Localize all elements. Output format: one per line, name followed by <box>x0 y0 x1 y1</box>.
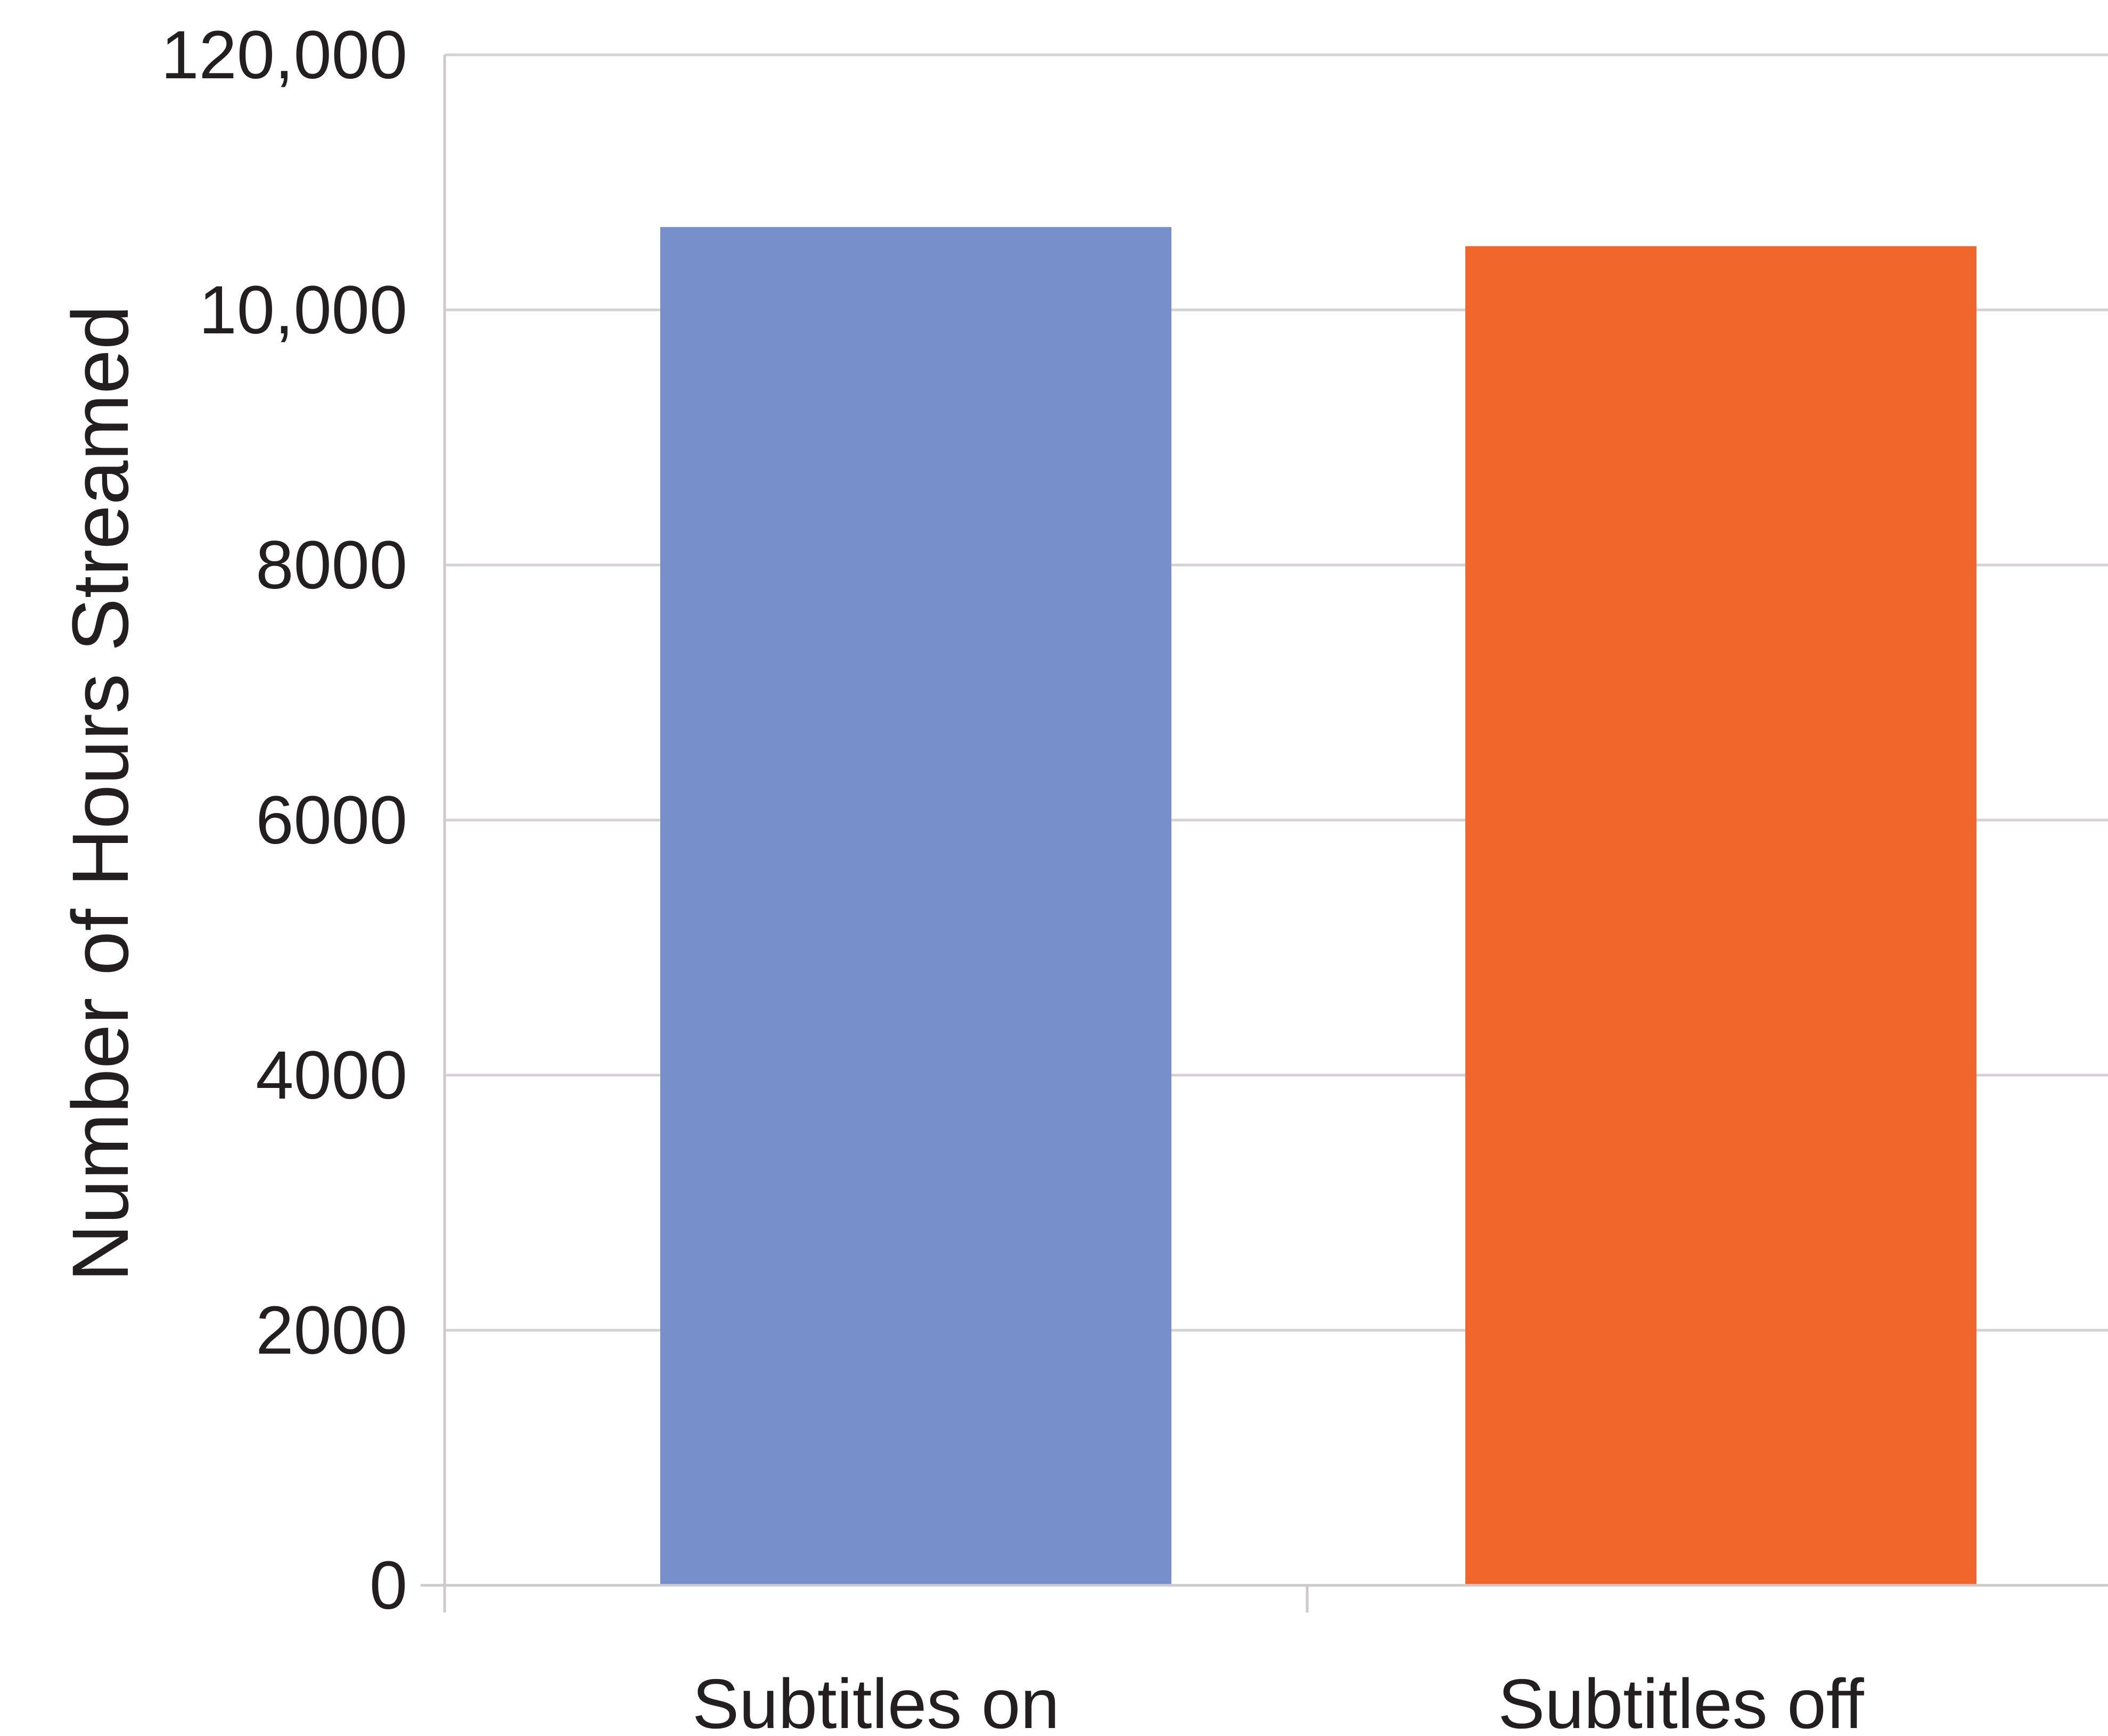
axes <box>421 55 2108 1612</box>
y-tick-label: 2000 <box>256 1292 407 1369</box>
y-tick-label: 6000 <box>256 782 407 858</box>
y-tick-labels: 0 2000 4000 6000 8000 10,000 120,000 <box>161 17 407 1624</box>
bars <box>660 227 1976 1586</box>
x-category-label: Subtitles off <box>1498 1665 1864 1733</box>
y-tick-label: 120,000 <box>161 17 407 93</box>
x-category-labels: Subtitles on Subtitles off <box>692 1665 1864 1736</box>
bar-subtitles-on <box>660 227 1171 1586</box>
y-tick-label: 10,000 <box>199 272 408 348</box>
y-tick-label: 8000 <box>256 527 407 603</box>
y-tick-label: 4000 <box>256 1037 407 1113</box>
y-tick-label: 0 <box>370 1547 407 1624</box>
x-category-label: Subtitles on <box>692 1665 1060 1733</box>
bar-subtitles-off <box>1465 246 1976 1585</box>
y-axis-title: Number of Hours Streamed <box>55 305 145 1282</box>
